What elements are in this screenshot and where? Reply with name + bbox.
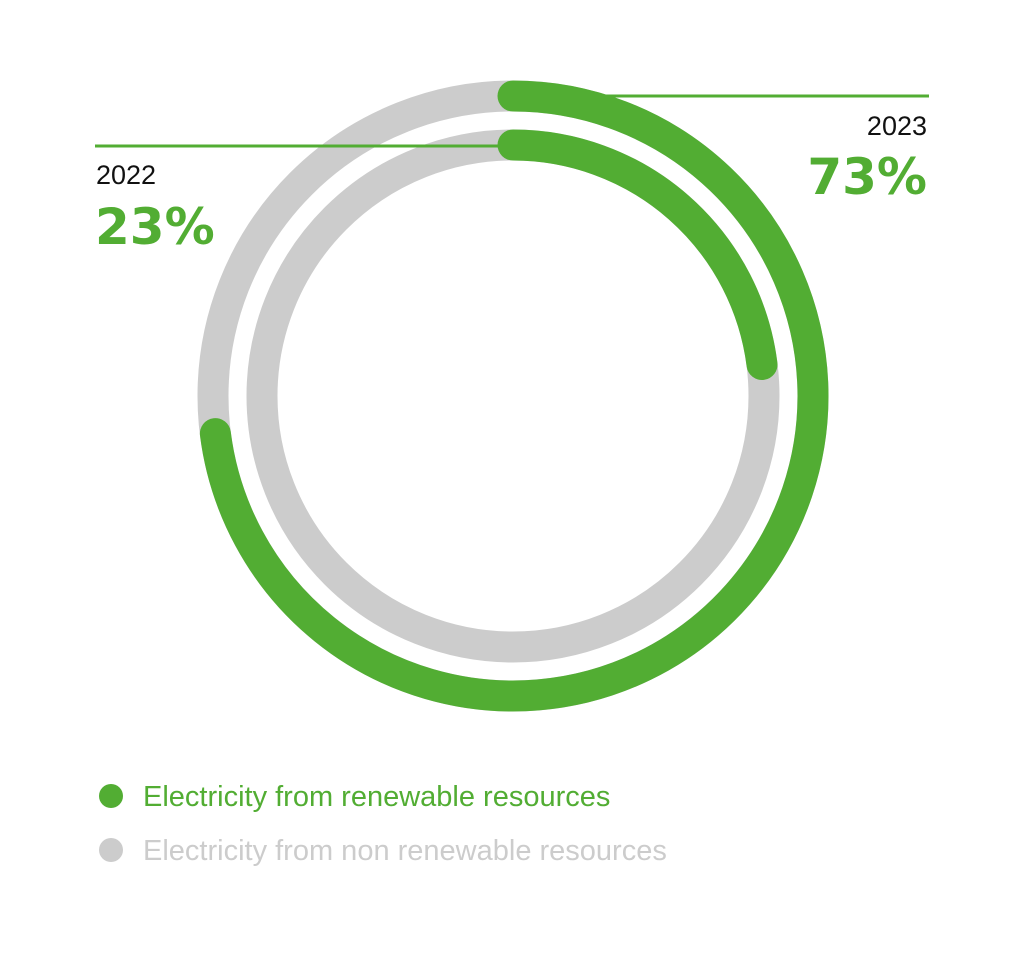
label-2023: 2023 73% — [513, 94, 929, 206]
year-label-2022: 2022 — [96, 160, 156, 190]
inner-ring-arc-2022 — [497, 129, 778, 381]
legend-item-renewable: Electricity from renewable resources — [99, 781, 610, 813]
value-label-2022: 23% — [95, 198, 215, 256]
legend-item-non-renewable: Electricity from non renewable resources — [99, 835, 667, 867]
year-label-2023: 2023 — [867, 111, 927, 141]
chart-rings — [197, 80, 829, 712]
value-label-2023: 73% — [807, 148, 927, 206]
legend-swatch-renewable — [99, 784, 123, 808]
legend-label-non-renewable: Electricity from non renewable resources — [143, 835, 667, 867]
legend-swatch-non-renewable — [99, 838, 123, 862]
label-2022: 2022 23% — [95, 144, 513, 256]
legend-label-renewable: Electricity from renewable resources — [143, 781, 610, 813]
outer-ring-arc-2023 — [199, 80, 829, 712]
legend: Electricity from renewable resources Ele… — [99, 781, 667, 867]
